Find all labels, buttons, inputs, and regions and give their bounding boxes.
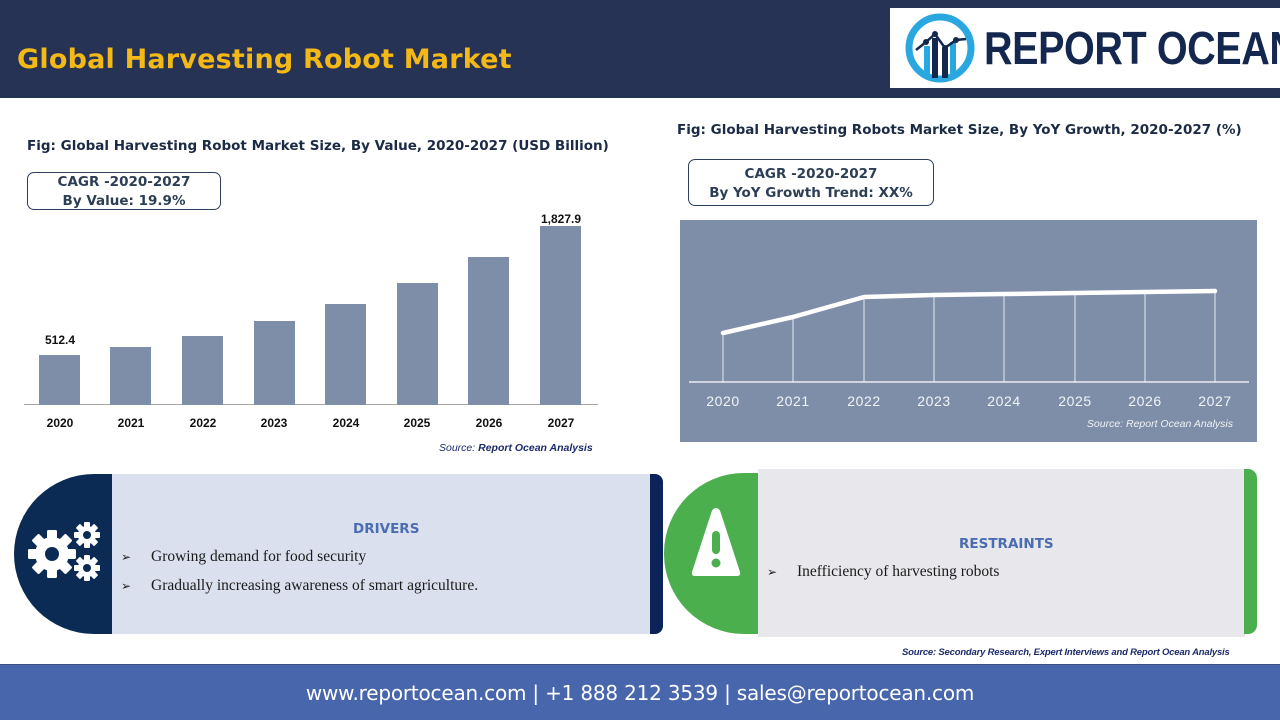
driver-item-text: Growing demand for food security [151, 548, 367, 565]
gears-icon [28, 522, 100, 581]
x-label-2020: 2020 [46, 416, 74, 430]
restraint-item: ➢ Inefficiency of harvesting robots [767, 563, 999, 581]
restraints-heading: RESTRAINTS [959, 536, 1054, 552]
value-cagr-box: CAGR -2020-2027 By Value: 19.9% [27, 172, 221, 210]
warning-icon [691, 508, 741, 576]
driver-item: ➢ Gradually increasing awareness of smart… [121, 577, 478, 595]
growth-chart-title: Fig: Global Harvesting Robots Market Siz… [677, 122, 1242, 138]
x-label-2025: 2025 [403, 416, 431, 430]
value-cagr-line1: CAGR -2020-2027 [57, 174, 191, 190]
logo-chart-icon [905, 13, 975, 83]
bar-2024 [325, 304, 366, 405]
line-x-label-2027: 2027 [1198, 393, 1232, 409]
drivers-content: DRIVERS ➢ Growing demand for food securit… [112, 474, 654, 634]
restraints-edge-accent [1244, 469, 1257, 634]
x-label-2023: 2023 [260, 416, 288, 430]
bar-chart-x-axis [24, 404, 598, 405]
line-x-label-2025: 2025 [1058, 393, 1092, 409]
line-x-label-2020: 2020 [706, 393, 740, 409]
value-chart-source: Source: Report Ocean Analysis [439, 442, 593, 454]
bullet-arrow-icon: ➢ [121, 579, 132, 593]
page-title: Global Harvesting Robot Market [17, 44, 512, 75]
bullet-arrow-icon: ➢ [121, 550, 132, 564]
bar-2026 [468, 257, 509, 405]
growth-chart-source: Source: Report Ocean Analysis [1086, 418, 1233, 430]
growth-cagr-line1: CAGR -2020-2027 [744, 166, 878, 182]
report-ocean-logo[interactable]: REPORT OCEAN [890, 8, 1280, 88]
line-x-label-2026: 2026 [1128, 393, 1162, 409]
growth-cagr-box: CAGR -2020-2027 By YoY Growth Trend: XX% [688, 159, 934, 206]
value-cagr-line2: By Value: 19.9% [62, 193, 186, 209]
growth-cagr-line2: By YoY Growth Trend: XX% [709, 185, 913, 201]
bar-2025 [397, 283, 438, 405]
growth-line-plot [689, 288, 1249, 383]
drivers-edge-accent [650, 474, 663, 634]
bar-2027 [540, 226, 581, 405]
bullet-arrow-icon: ➢ [767, 565, 778, 579]
driver-item-text: Gradually increasing awareness of smart … [151, 577, 479, 594]
bar-2022 [182, 336, 223, 405]
line-x-label-2024: 2024 [987, 393, 1021, 409]
footer-contact[interactable]: www.reportocean.com | +1 888 212 3539 | … [305, 681, 975, 705]
footer-bar: www.reportocean.com | +1 888 212 3539 | … [0, 664, 1280, 720]
x-label-2027: 2027 [547, 416, 575, 430]
bar-2020 [39, 355, 80, 405]
source-prefix: Source: [439, 442, 479, 454]
x-label-2026: 2026 [475, 416, 503, 430]
drivers-heading: DRIVERS [353, 521, 420, 537]
x-label-2021: 2021 [117, 416, 145, 430]
header-bar: Global Harvesting Robot Market REPORT OC… [0, 0, 1280, 98]
drivers-panel: DRIVERS ➢ Growing demand for food securit… [14, 474, 664, 634]
bar-value-2027: 1,827.9 [540, 212, 582, 226]
driver-item: ➢ Growing demand for food security [121, 548, 366, 566]
x-label-2024: 2024 [332, 416, 360, 430]
restraints-content: RESTRAINTS ➢ Inefficiency of harvesting r… [758, 469, 1245, 637]
bottom-source-note: Source: Secondary Research, Expert Inter… [902, 647, 1230, 658]
line-x-label-2022: 2022 [847, 393, 881, 409]
value-chart-title: Fig: Global Harvesting Robot Market Size… [27, 138, 609, 154]
x-label-2022: 2022 [189, 416, 217, 430]
line-x-label-2023: 2023 [917, 393, 951, 409]
bar-2023 [254, 321, 295, 405]
growth-line-chart: 2020 2021 2022 2023 2024 2025 2026 2027 … [680, 220, 1257, 442]
restraint-item-text: Inefficiency of harvesting robots [797, 563, 1000, 580]
line-x-label-2021: 2021 [776, 393, 810, 409]
logo-text: REPORT OCEAN [984, 22, 1280, 74]
source-name: Report Ocean Analysis [478, 442, 593, 454]
value-bar-chart: 512.4 1,827.9 2020 2021 2022 2023 2024 2… [22, 212, 598, 455]
bar-2021 [110, 347, 151, 405]
bar-value-2020: 512.4 [44, 333, 76, 347]
restraints-panel: RESTRAINTS ➢ Inefficiency of harvesting r… [664, 469, 1257, 637]
